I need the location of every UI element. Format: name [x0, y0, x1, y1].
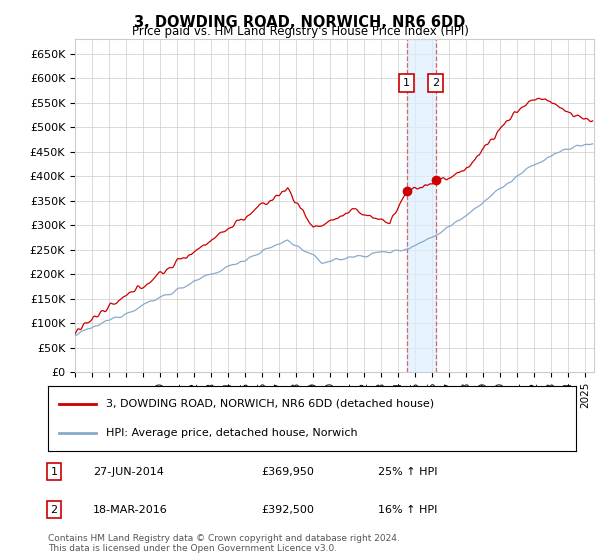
Text: 1: 1 [403, 78, 410, 88]
Text: Contains HM Land Registry data © Crown copyright and database right 2024.
This d: Contains HM Land Registry data © Crown c… [48, 534, 400, 553]
Text: 18-MAR-2016: 18-MAR-2016 [93, 505, 168, 515]
Text: 2: 2 [50, 505, 58, 515]
Text: 3, DOWDING ROAD, NORWICH, NR6 6DD (detached house): 3, DOWDING ROAD, NORWICH, NR6 6DD (detac… [106, 399, 434, 409]
Text: HPI: Average price, detached house, Norwich: HPI: Average price, detached house, Norw… [106, 428, 358, 438]
Text: Price paid vs. HM Land Registry's House Price Index (HPI): Price paid vs. HM Land Registry's House … [131, 25, 469, 38]
Text: 25% ↑ HPI: 25% ↑ HPI [378, 466, 437, 477]
Text: 2: 2 [433, 78, 439, 88]
Text: £392,500: £392,500 [261, 505, 314, 515]
Bar [407, 39, 436, 372]
Text: £369,950: £369,950 [261, 466, 314, 477]
Text: 1: 1 [50, 466, 58, 477]
Text: 27-JUN-2014: 27-JUN-2014 [93, 466, 164, 477]
Text: 3, DOWDING ROAD, NORWICH, NR6 6DD: 3, DOWDING ROAD, NORWICH, NR6 6DD [134, 15, 466, 30]
Text: 16% ↑ HPI: 16% ↑ HPI [378, 505, 437, 515]
